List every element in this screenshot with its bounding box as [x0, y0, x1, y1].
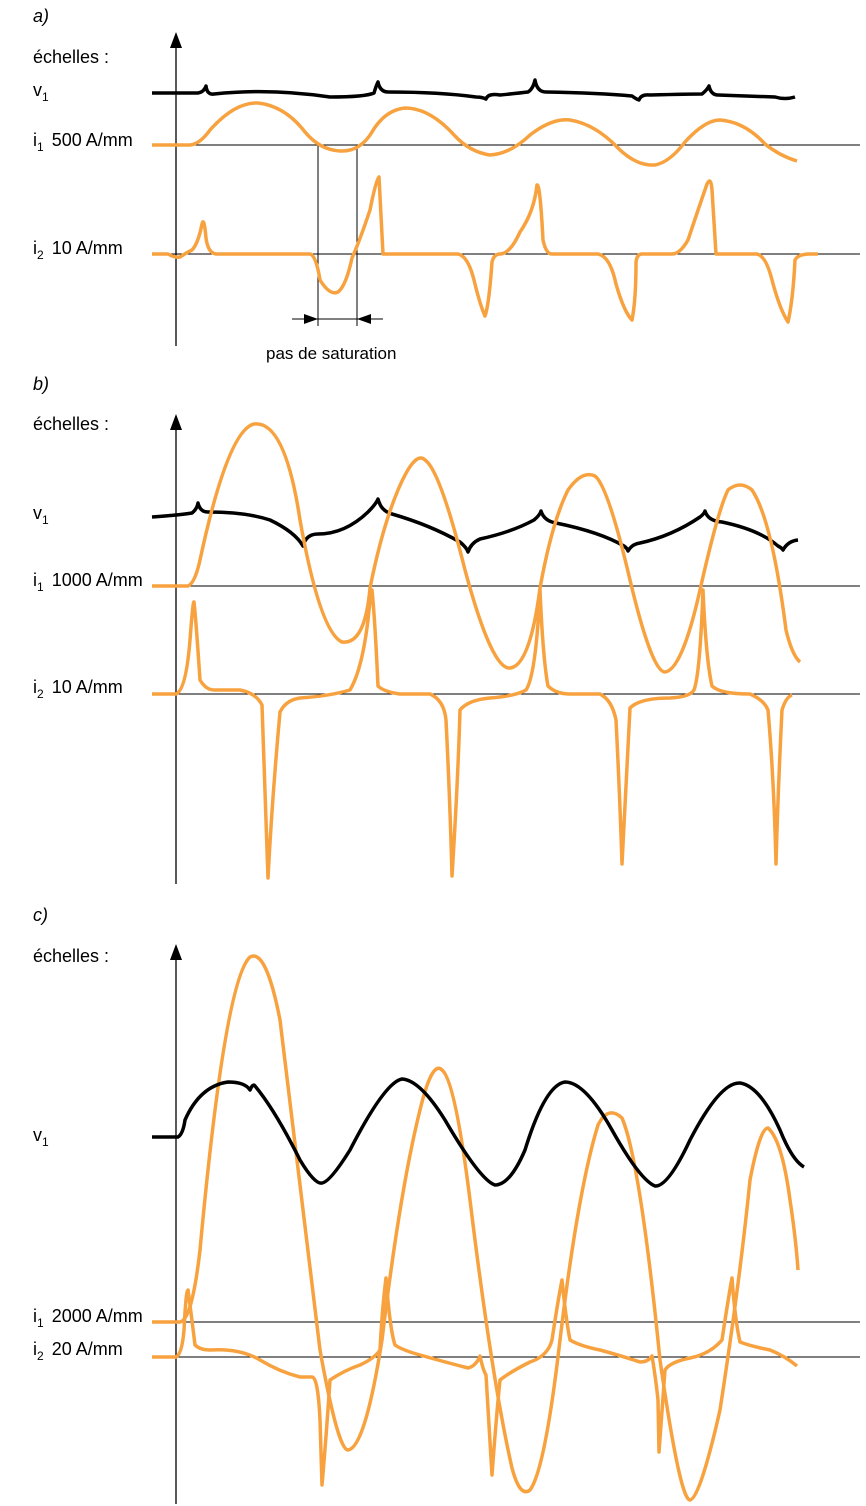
panel-b-i2-curve	[152, 588, 793, 880]
panel-b-i2-label: i2 10 A/mm	[33, 677, 123, 701]
panel-b-i1-scale: 1000 A/mm	[51, 570, 143, 590]
panel-b-i2-scale: 10 A/mm	[51, 677, 123, 697]
panel-c-label: c)	[33, 905, 48, 925]
panel-b-label: b)	[33, 374, 50, 394]
panel-c-i2-label: i2 20 A/mm	[33, 1339, 123, 1363]
panel-a-v1-curve	[152, 78, 796, 102]
panel-a-v1-label: v1	[33, 80, 49, 104]
panel-c-i1-scale: 2000 A/mm	[51, 1306, 143, 1326]
panel-a-dimension-arrow-right	[357, 314, 371, 324]
panel-a-plot	[152, 32, 860, 346]
panel-b-plot	[151, 414, 860, 884]
panel-a-i1-curve	[152, 101, 798, 167]
panel-c-i2-scale: 20 A/mm	[51, 1339, 123, 1359]
panel-b-scales-title: échelles :	[33, 414, 110, 434]
panel-a-i1-scale: 500 A/mm	[51, 130, 133, 150]
panel-a-axis-arrow	[170, 32, 182, 48]
panel-a-annotation: pas de saturation	[266, 344, 397, 363]
panel-b-i1-label: i1 1000 A/mm	[33, 570, 143, 594]
panel-b-axis-arrow	[170, 414, 182, 430]
panel-b-i1-curve	[152, 422, 802, 674]
panel-a-i1-label: i1 500 A/mm	[33, 130, 133, 154]
panel-a-i2-curve	[152, 175, 818, 324]
panel-c-i2-curve	[152, 1276, 799, 1487]
panel-a-dimension-arrow-left	[304, 314, 318, 324]
panel-a-i2-label: i2 10 A/mm	[33, 238, 123, 262]
panel-c-plot	[152, 944, 860, 1504]
panel-c-scales-title: échelles :	[33, 946, 110, 966]
panel-a-scales-title: échelles :	[33, 47, 110, 67]
panel-a-label: a)	[33, 6, 50, 26]
panel-b-v1-curve	[151, 497, 799, 554]
panel-b-v1-label: v1	[33, 503, 49, 527]
panel-c-v1-curve	[152, 1077, 805, 1188]
panel-c-axis-arrow	[170, 944, 182, 960]
panel-a-i2-scale: 10 A/mm	[51, 238, 123, 258]
panel-c-v1-label: v1	[33, 1125, 49, 1149]
panel-c-i1-label: i1 2000 A/mm	[33, 1306, 143, 1330]
panel-c-i1-curve	[152, 954, 800, 1502]
